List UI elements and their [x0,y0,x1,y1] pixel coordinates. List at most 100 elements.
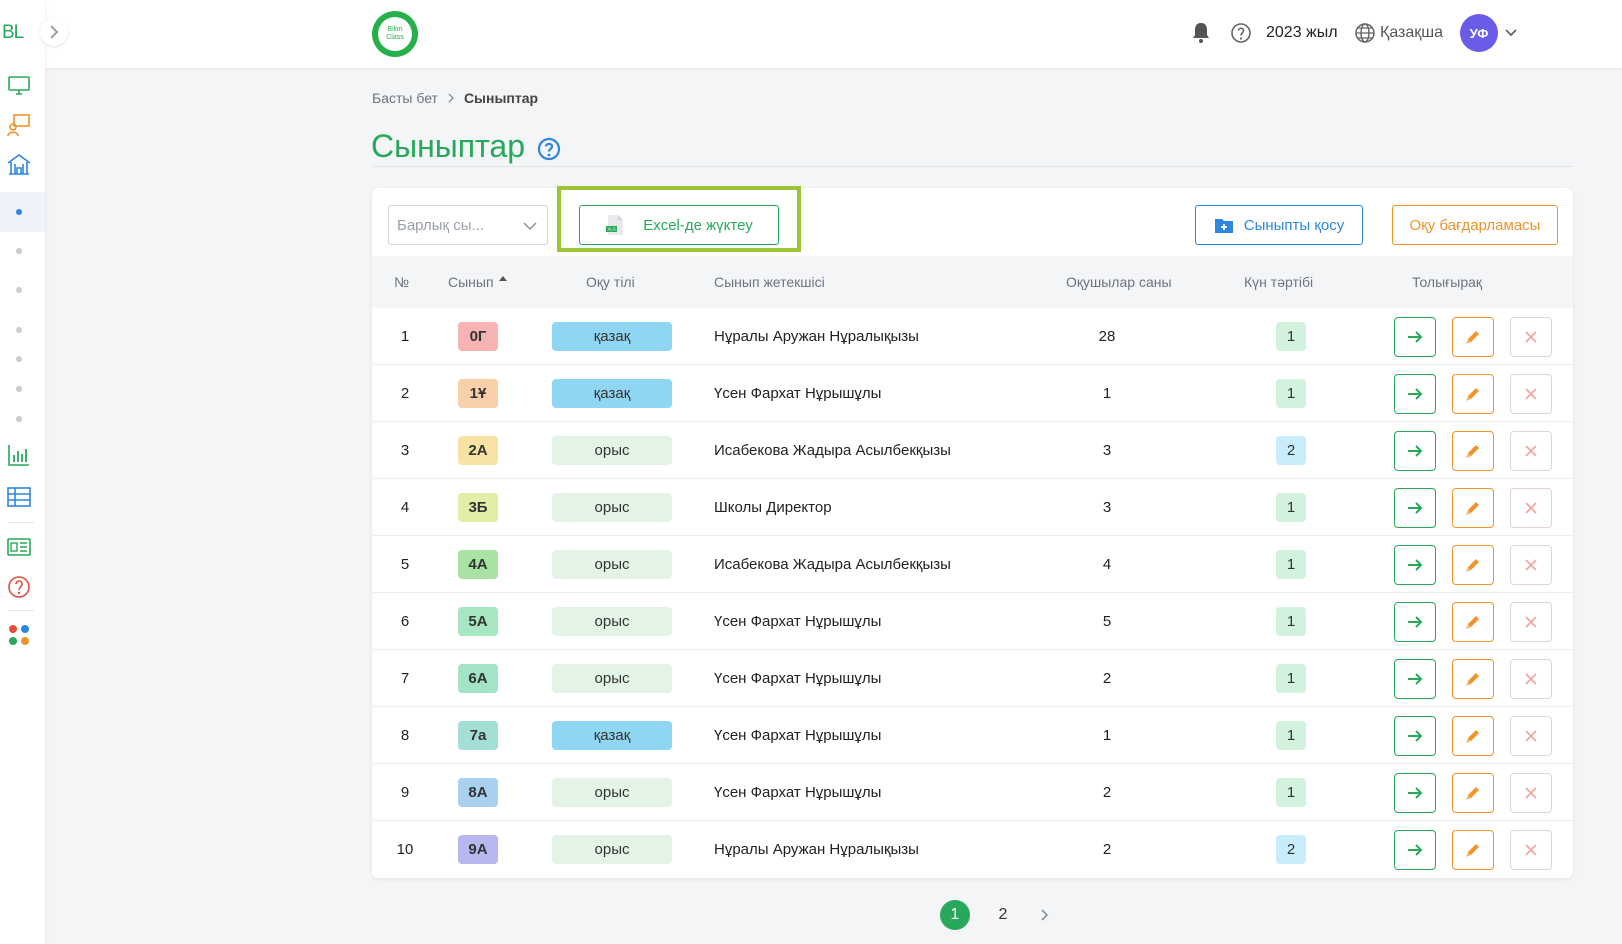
delete-class-button[interactable] [1510,602,1552,642]
schedule-badge[interactable]: 1 [1276,607,1306,636]
table-icon[interactable] [6,484,32,510]
breadcrumb-current: Сыныптар [463,90,539,106]
row-number: 1 [400,328,410,345]
language-badge: орыс [552,664,672,693]
curriculum-button[interactable]: Оқу бағдарламасы [1392,205,1558,245]
row-number: 4 [400,499,410,516]
edit-class-button[interactable] [1452,659,1494,699]
brand-line-2: Class [386,34,404,41]
sidebar-subitem-6[interactable] [16,386,22,392]
globe-icon[interactable] [1354,22,1376,44]
edit-class-button[interactable] [1452,830,1494,870]
edit-class-button[interactable] [1452,488,1494,528]
excel-download-label: Excel-де жүктеу [643,216,753,234]
sidebar-subitem-5[interactable] [16,356,22,362]
help-circle-icon[interactable] [6,574,32,600]
table-row: 4 3Б орыс Школы Директор 3 1 [372,479,1573,536]
class-badge: 8А [458,778,498,807]
delete-class-button[interactable] [1510,374,1552,414]
schedule-badge[interactable]: 1 [1276,322,1306,351]
schedule-badge[interactable]: 1 [1276,721,1306,750]
arrow-right-icon [1408,844,1423,856]
year-selector[interactable]: 2023 жыл [1266,24,1338,41]
open-class-button[interactable] [1394,830,1436,870]
edit-class-button[interactable] [1452,773,1494,813]
delete-class-button[interactable] [1510,830,1552,870]
col-actions: Толығырақ [1412,274,1483,290]
schedule-badge[interactable]: 1 [1276,664,1306,693]
sidebar-subitem-1[interactable] [16,209,22,215]
delete-class-button[interactable] [1510,659,1552,699]
user-avatar[interactable]: УФ [1460,14,1498,52]
schedule-badge[interactable]: 2 [1276,835,1306,864]
schedule-badge[interactable]: 2 [1276,436,1306,465]
open-class-button[interactable] [1394,773,1436,813]
monitor-icon[interactable] [6,72,32,98]
edit-class-button[interactable] [1452,374,1494,414]
edit-class-button[interactable] [1452,317,1494,357]
teacher-board-icon[interactable] [6,112,32,138]
open-class-button[interactable] [1394,317,1436,357]
open-class-button[interactable] [1394,545,1436,585]
help-icon[interactable] [1230,22,1252,44]
excel-download-button[interactable]: XLS Excel-де жүктеу [579,205,779,245]
edit-class-button[interactable] [1452,431,1494,471]
schedule-badge[interactable]: 1 [1276,778,1306,807]
next-page-icon[interactable] [1036,907,1052,923]
open-class-button[interactable] [1394,659,1436,699]
bar-chart-icon[interactable] [6,442,32,468]
sidebar-subitem-4[interactable] [16,327,22,333]
pencil-icon [1466,502,1479,515]
page-title-wrap: Сыныптар [371,128,561,165]
arrow-right-icon [1408,616,1423,628]
sidebar-subitem-3[interactable] [16,287,22,293]
delete-class-button[interactable] [1510,716,1552,756]
close-icon [1525,445,1537,457]
class-teacher: Исабекова Жадыра Асылбекқызы [714,556,951,573]
language-badge: орыс [552,607,672,636]
sidebar-expand-button[interactable] [40,18,68,46]
delete-class-button[interactable] [1510,773,1552,813]
delete-class-button[interactable] [1510,545,1552,585]
edit-class-button[interactable] [1452,602,1494,642]
sidebar-logo: BL [2,22,24,43]
schedule-badge[interactable]: 1 [1276,550,1306,579]
breadcrumb-home[interactable]: Басты бет [372,90,438,106]
chevron-down-icon[interactable] [1504,26,1518,40]
schedule-badge[interactable]: 1 [1276,493,1306,522]
pencil-icon [1466,787,1479,800]
open-class-button[interactable] [1394,488,1436,528]
bell-icon[interactable] [1190,20,1212,44]
sidebar-subitem-2[interactable] [16,248,22,254]
row-number: 9 [400,784,410,801]
bilimclass-logo[interactable]: Bilim Class [372,11,418,57]
col-class[interactable]: Сынып [448,274,507,290]
row-number: 10 [396,841,414,858]
delete-class-button[interactable] [1510,488,1552,528]
page-1-button[interactable]: 1 [940,900,970,930]
news-icon[interactable] [6,534,32,560]
open-class-button[interactable] [1394,602,1436,642]
col-teacher: Сынып жетекшісі [714,274,825,290]
edit-class-button[interactable] [1452,545,1494,585]
edit-class-button[interactable] [1452,716,1494,756]
language-selector[interactable]: Қазақша [1380,24,1444,41]
open-class-button[interactable] [1394,716,1436,756]
class-filter-select[interactable]: Барлық сы... [388,205,548,245]
delete-class-button[interactable] [1510,431,1552,471]
chevron-down-icon [523,222,537,231]
apps-grid-icon[interactable] [6,622,32,648]
school-building-icon[interactable] [6,151,32,177]
add-class-button[interactable]: Сыныпты қосу [1195,205,1363,245]
question-circle-icon[interactable] [537,137,561,161]
open-class-button[interactable] [1394,431,1436,471]
sort-asc-icon [498,276,507,281]
language-badge: орыс [552,778,672,807]
class-badge: 7а [458,721,498,750]
schedule-badge[interactable]: 1 [1276,379,1306,408]
page-2-button[interactable]: 2 [998,906,1008,923]
open-class-button[interactable] [1394,374,1436,414]
sidebar-subitem-7[interactable] [16,416,22,422]
class-badge: 0Г [458,322,498,351]
delete-class-button[interactable] [1510,317,1552,357]
